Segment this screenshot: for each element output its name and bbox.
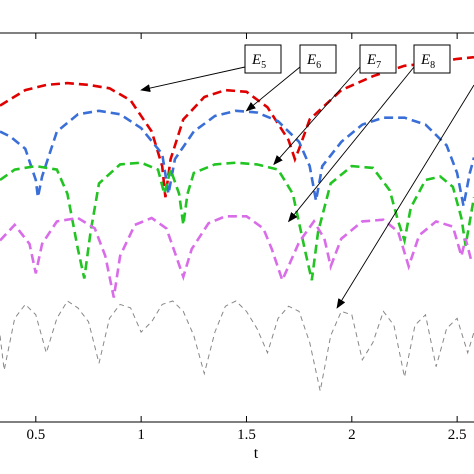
callouts: E5 E6 E7 E8: [140, 44, 474, 309]
callout-arrow: [336, 84, 474, 309]
axes: [0, 32, 474, 423]
series-line-e7: [0, 161, 474, 281]
plot-area: [0, 55, 474, 392]
x-tick-label: 1.5: [237, 427, 256, 443]
callout-label: E5: [251, 52, 266, 71]
x-ticks: 0.5 1 1.5 2 2.5: [26, 33, 467, 443]
callout-arrow: [140, 66, 246, 93]
callout-arrow: [273, 66, 361, 166]
x-tick-label: 2.5: [448, 427, 467, 443]
callout-box: [244, 44, 282, 74]
series-group: [0, 55, 474, 392]
callout-label: E7: [366, 52, 381, 71]
callout-box: [359, 44, 397, 74]
callout-arrow: [245, 66, 301, 112]
series-line-e5: [0, 55, 474, 198]
callout-label: E8: [420, 52, 435, 71]
x-tick-label: 0.5: [26, 427, 45, 443]
callout-box: [299, 44, 337, 74]
callout-label: E6: [306, 52, 321, 71]
series-line-e9: [0, 300, 474, 392]
series-line-e8: [0, 215, 474, 298]
series-line-e6: [0, 109, 474, 207]
x-axis-label: t: [254, 445, 259, 462]
x-tick-label: 1: [137, 427, 145, 443]
x-tick-label: 2: [348, 427, 356, 443]
callout-arrow: [287, 66, 415, 223]
callout-box: [413, 44, 451, 74]
